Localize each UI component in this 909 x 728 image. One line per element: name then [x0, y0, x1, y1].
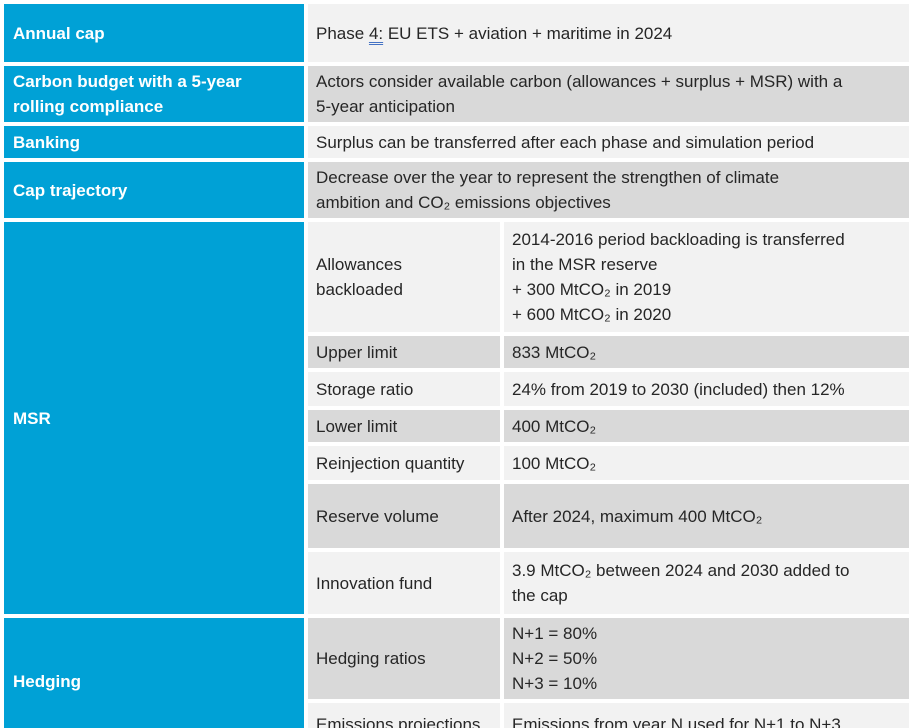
phase-label-suffix: EU ETS + aviation + maritime in 2024	[383, 23, 673, 43]
row-carbon-budget: Carbon budget with a 5-year rolling comp…	[0, 62, 909, 126]
cap-trajectory-value: Decrease over the year to represent the …	[303, 158, 909, 222]
phase-label-prefix: Phase	[316, 23, 369, 43]
row-header-cap-trajectory: Cap trajectory	[0, 158, 308, 222]
row-msr-upper-limit: Upper limit 833 MtCO₂	[2, 332, 909, 372]
msr-upper-limit-label: Upper limit	[304, 332, 504, 372]
hedging-ratios-label: Hedging ratios	[304, 614, 504, 703]
hedging-ratios-value: N+1 = 80% N+2 = 50% N+3 = 10%	[499, 614, 909, 703]
row-header-banking: Banking	[0, 122, 308, 162]
msr-storage-ratio-label: Storage ratio	[304, 368, 504, 410]
msr-storage-ratio-value: 24% from 2019 to 2030 (included) then 12…	[499, 368, 909, 410]
annual-cap-value: Phase 4: EU ETS + aviation + maritime in…	[303, 0, 909, 66]
msr-reserve-volume-label: Reserve volume	[304, 480, 504, 552]
msr-reinjection-quantity-label: Reinjection quantity	[304, 442, 504, 484]
row-emissions-projections: Emissions projections Emissions from yea…	[2, 699, 909, 728]
msr-reserve-volume-value: After 2024, maximum 400 MtCO₂	[499, 480, 909, 552]
msr-innovation-fund-label: Innovation fund	[304, 548, 504, 618]
row-header-annual-cap: Annual cap	[0, 0, 308, 66]
msr-allowances-backloaded-value: 2014-2016 period backloading is transfer…	[499, 218, 909, 336]
row-msr-allowances-backloaded: MSR Allowances backloaded 2014-2016 peri…	[0, 218, 909, 618]
row-msr-innovation-fund: Innovation fund 3.9 MtCO₂ between 2024 a…	[2, 548, 909, 618]
row-header-hedging: Hedging	[0, 614, 308, 728]
carbon-budget-value: Actors consider available carbon (allowa…	[303, 62, 909, 126]
emissions-projections-label: Emissions projections	[304, 699, 504, 728]
row-msr-reinjection-quantity: Reinjection quantity 100 MtCO₂	[2, 442, 909, 484]
row-cap-trajectory: Cap trajectory Decrease over the year to…	[0, 158, 909, 222]
row-msr-lower-limit: Lower limit 400 MtCO₂	[2, 406, 909, 446]
msr-lower-limit-label: Lower limit	[304, 406, 504, 446]
row-annual-cap: Annual cap Phase 4: EU ETS + aviation + …	[0, 0, 909, 66]
banking-value: Surplus can be transferred after each ph…	[303, 122, 909, 162]
row-banking: Banking Surplus can be transferred after…	[0, 122, 909, 162]
msr-innovation-fund-value: 3.9 MtCO₂ between 2024 and 2030 added to…	[499, 548, 909, 618]
phase-number: 4:	[368, 23, 384, 43]
row-hedging-ratios: Hedging Hedging ratios N+1 = 80% N+2 = 5…	[0, 614, 909, 728]
row-header-carbon-budget: Carbon budget with a 5-year rolling comp…	[0, 62, 308, 126]
row-header-msr: MSR	[0, 218, 308, 618]
msr-allowances-backloaded-label: Allowances backloaded	[304, 218, 504, 336]
emissions-projections-value: Emissions from year N used for N+1 to N+…	[499, 699, 909, 728]
msr-upper-limit-value: 833 MtCO₂	[499, 332, 909, 372]
row-msr-reserve-volume: Reserve volume After 2024, maximum 400 M…	[2, 480, 909, 552]
msr-lower-limit-value: 400 MtCO₂	[499, 406, 909, 446]
row-msr-storage-ratio: Storage ratio 24% from 2019 to 2030 (inc…	[2, 368, 909, 410]
msr-reinjection-quantity-value: 100 MtCO₂	[499, 442, 909, 484]
